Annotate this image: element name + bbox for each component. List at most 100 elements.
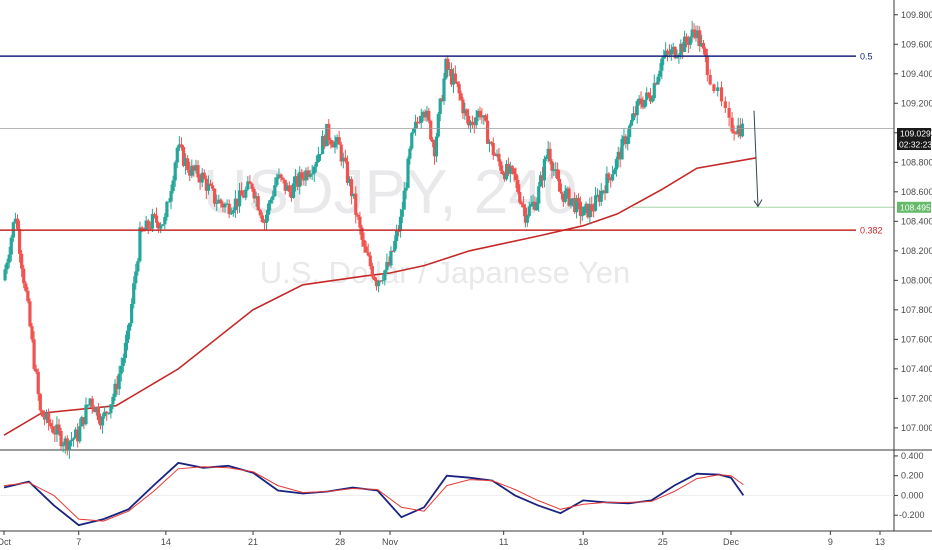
candle-body (366, 252, 370, 256)
candle (716, 81, 720, 97)
candle-body (144, 220, 148, 231)
candle (370, 262, 374, 279)
candle (468, 120, 473, 133)
candle (306, 166, 310, 181)
candle-body (563, 190, 567, 202)
candle-body (157, 222, 161, 229)
candle-body (289, 191, 294, 198)
candle (283, 179, 287, 195)
fib-level-label: 0.382 (860, 226, 883, 236)
candle (620, 134, 624, 160)
candle-body (700, 43, 704, 47)
candle-body (730, 117, 734, 132)
candle (734, 130, 738, 135)
candle-body (387, 262, 391, 266)
candle (552, 162, 556, 176)
candle-body (206, 183, 211, 191)
candle (467, 108, 471, 130)
candle-body (478, 110, 482, 117)
candle (645, 87, 649, 107)
x-tick-label: 18 (578, 537, 588, 547)
candle-body (376, 280, 381, 287)
candle-body (491, 143, 495, 155)
candle-body (335, 137, 339, 142)
candle-body (312, 166, 316, 174)
candle (186, 155, 190, 173)
candle-body (467, 115, 471, 126)
candle-body (631, 113, 636, 121)
candle (275, 173, 279, 188)
candle-body (219, 199, 223, 204)
candle (740, 118, 744, 138)
candle-body (356, 214, 360, 217)
candle (134, 263, 138, 290)
candle-body (130, 303, 134, 324)
candle-body (260, 215, 264, 223)
candle-body (183, 158, 188, 166)
candle-body (111, 396, 115, 405)
candle-body (125, 330, 130, 343)
candle-body (327, 123, 331, 141)
candle-body (727, 108, 731, 118)
candle (393, 235, 397, 253)
candle (506, 157, 511, 177)
candle-body (582, 206, 586, 216)
candle (107, 412, 111, 415)
candle-body (65, 438, 69, 451)
candle (171, 175, 175, 194)
candle-body (410, 132, 414, 149)
candle-body (698, 30, 702, 47)
candle-body (63, 438, 67, 446)
candle-body (402, 190, 406, 210)
candle (24, 280, 28, 293)
candle (329, 137, 333, 149)
candle (237, 182, 242, 213)
candle-body (92, 406, 96, 413)
candle (561, 193, 565, 207)
candle-body (5, 262, 9, 270)
candle (161, 224, 165, 227)
candle (521, 196, 526, 217)
candle (730, 111, 734, 134)
candle (111, 393, 115, 410)
candle-body (512, 168, 516, 174)
candle-body (325, 123, 329, 147)
candle-body (127, 323, 132, 331)
candle-body (304, 170, 308, 181)
candle-body (645, 92, 649, 100)
candle-body (472, 124, 476, 126)
y-tick-label: 109.800 (901, 10, 932, 20)
candle-body (669, 49, 673, 55)
candle-body (523, 207, 528, 223)
candle-body (273, 185, 277, 197)
candle (244, 186, 248, 201)
candle-body (310, 173, 314, 175)
candle-body (385, 262, 389, 271)
candle-body (626, 136, 630, 145)
candle (662, 49, 666, 66)
candle-body (601, 190, 605, 192)
candle-body (123, 342, 128, 359)
candle (231, 207, 235, 217)
candle-body (20, 253, 24, 269)
candle-body (533, 201, 537, 210)
last-price-tag-box (897, 128, 931, 139)
candle-body (171, 180, 175, 192)
candle (654, 81, 658, 86)
candle-body (7, 254, 11, 263)
candle (514, 167, 518, 189)
candle (601, 189, 605, 195)
candle (616, 146, 620, 168)
candle-body (252, 188, 256, 199)
candle-body (177, 144, 181, 148)
candle-body (703, 48, 708, 56)
candle-body (434, 136, 439, 157)
candle (576, 193, 581, 210)
candle-body (381, 280, 385, 282)
candle (573, 192, 577, 214)
candle (727, 101, 731, 127)
candle-body (59, 430, 63, 447)
candle-body (554, 169, 558, 171)
candle (557, 170, 562, 192)
candle-body (510, 165, 514, 169)
